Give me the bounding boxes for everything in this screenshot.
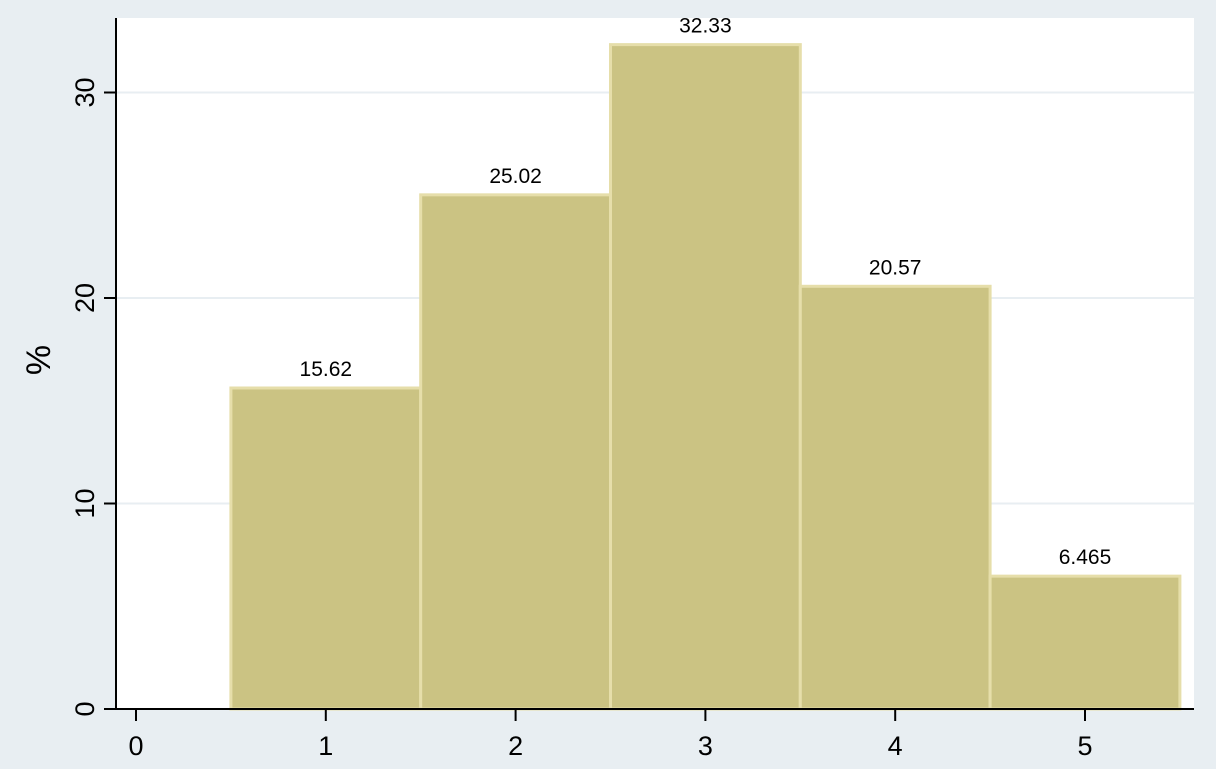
x-tick-label: 2 (508, 731, 523, 761)
bar-3 (609, 43, 802, 711)
value-label-1: 15.62 (300, 358, 353, 381)
x-tick-label: 4 (888, 731, 903, 761)
value-label-4: 20.57 (869, 256, 922, 279)
axes (115, 18, 1194, 710)
x-tick-label: 5 (1077, 731, 1092, 761)
bar-5 (988, 574, 1182, 711)
x-tick-label: 0 (128, 731, 143, 761)
bar-1 (229, 386, 423, 711)
y-axis-title: % (20, 345, 58, 375)
y-tick-label: 10 (70, 488, 100, 518)
x-tick-label: 1 (318, 731, 333, 761)
value-label-2: 25.02 (489, 165, 542, 188)
y-tick-label: 30 (70, 77, 100, 107)
bars (229, 43, 1182, 711)
y-tick-label: 0 (70, 701, 100, 716)
y-axis-ticks: 0 10 20 30 (70, 77, 116, 717)
value-label-5: 6.465 (1059, 546, 1112, 569)
bar-4 (798, 284, 992, 711)
y-tick-label: 20 (70, 283, 100, 313)
value-label-3: 32.33 (679, 15, 732, 38)
x-axis-ticks: 0 1 2 3 4 5 (128, 709, 1093, 761)
x-tick-label: 3 (698, 731, 713, 761)
bar-2 (419, 193, 613, 711)
value-labels: 15.62 25.02 32.33 20.57 6.465 (300, 15, 1112, 570)
